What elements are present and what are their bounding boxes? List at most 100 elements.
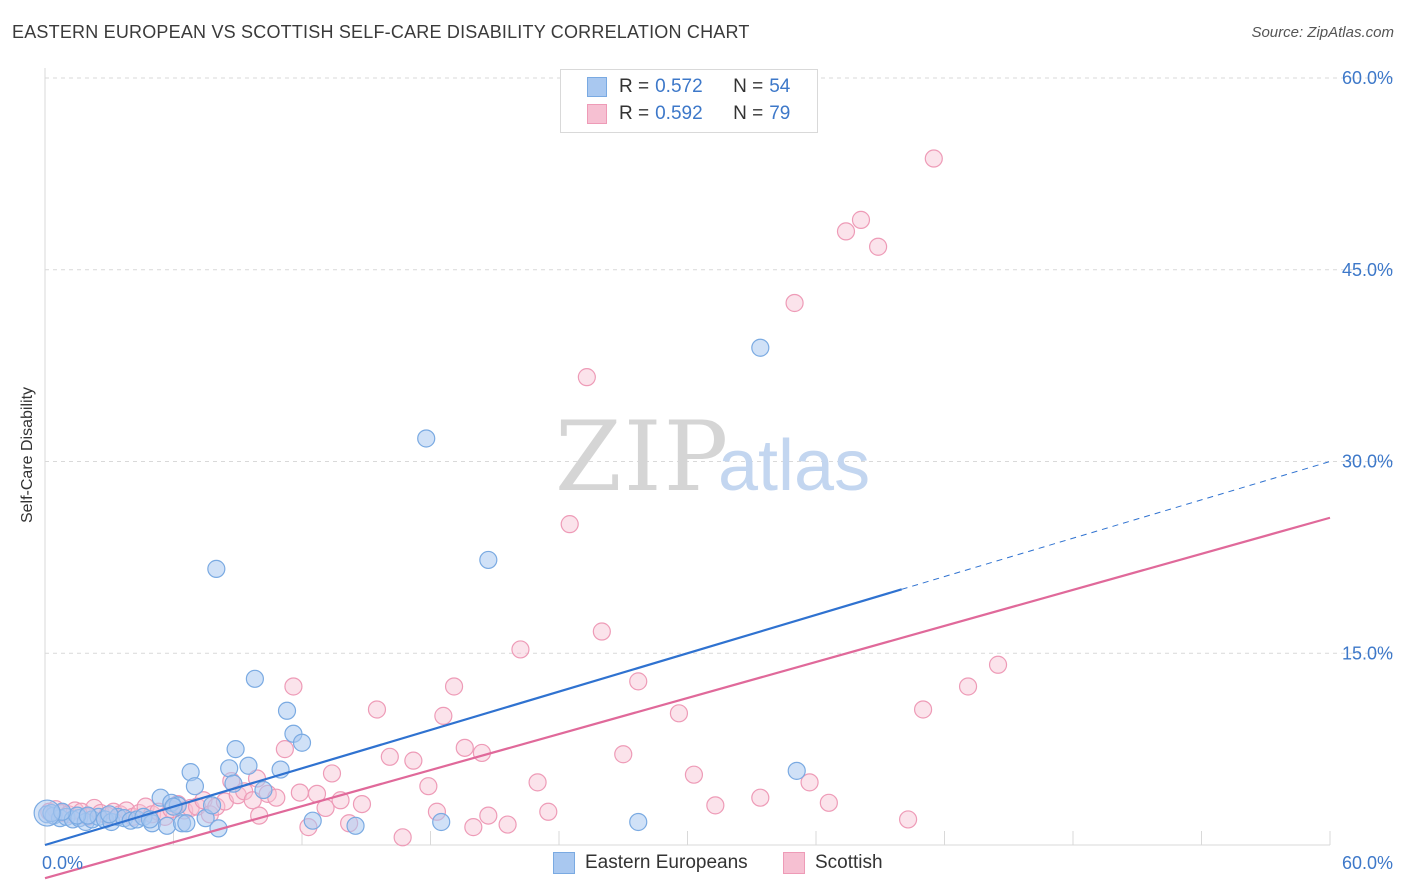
scottish-point [629,672,648,691]
scottish-point [958,677,978,696]
scottish-point [706,796,725,815]
scottish-point [352,794,372,814]
n-label: N = [733,103,764,124]
n-value: 54 [769,76,791,97]
eastern-european-point [346,816,365,835]
y-tick-label: 45.0% [1342,260,1393,280]
eastern-european-point [432,812,451,832]
legend-label: Eastern Europeans [585,852,748,873]
scottish-point [479,806,498,825]
eastern-european-point [277,701,297,720]
watermark-atlas: atlas [718,426,870,506]
scottish-point [464,818,483,837]
scottish-point [290,783,309,802]
scottish-point [404,751,423,770]
source-label: Source: ZipAtlas.com [1251,24,1394,41]
scottish-point [498,815,517,834]
scottish-point [419,777,438,796]
scottish-swatch [783,852,805,874]
scottish-point [444,677,464,696]
eastern-swatch [587,77,607,97]
y-tick-label: 15.0% [1342,643,1393,663]
scottish-point [577,368,596,387]
scottish-point [511,640,530,659]
watermark: ZIP atlas [555,401,870,513]
y-tick-label: 30.0% [1342,452,1393,472]
scottish-point [380,747,399,766]
scottish-point [434,706,453,725]
trend-lines [44,461,1331,880]
eastern-european-points [33,338,806,838]
legend-label: Scottish [815,852,883,873]
x-tick-labels: 0.0% 60.0% [42,853,1393,873]
legend-row-eastern: R = 0.572 N = 54 [587,75,790,99]
scottish-point [614,745,633,764]
legend-row-scottish: R = 0.592 N = 79 [587,102,790,126]
scottish-point [539,802,558,821]
eastern-european-point [292,733,312,752]
scottish-point [560,515,579,534]
y-tick-label: 60.0% [1342,68,1393,88]
eastern-trend-extension [901,461,1331,590]
eastern-european-point [220,759,239,778]
scottish-point [275,740,294,759]
scottish-point [785,293,804,313]
scottish-point [819,793,838,812]
eastern-european-point [100,805,119,824]
grid [45,77,1395,654]
scottish-point [924,149,943,168]
eastern-european-point [202,796,222,815]
eastern-european-point [417,429,436,448]
scottish-point [851,210,871,229]
scottish-point [800,773,819,792]
axes [44,68,1331,846]
y-tick-labels: 15.0% 30.0% 45.0% 60.0% [1342,68,1393,663]
eastern-european-point [185,777,205,796]
eastern-european-point [479,550,498,570]
legend-item-eastern-europeans[interactable]: Eastern Europeans [553,852,748,874]
eastern-european-point [254,780,273,800]
scottish-point [455,738,474,757]
eastern-european-point [177,814,196,833]
eastern-european-point [33,799,61,827]
scottish-point [751,788,770,807]
x-tick-label: 0.0% [42,853,83,873]
x-tick-label: 60.0% [1342,853,1393,873]
scottish-point [684,765,704,784]
eastern-swatch [553,852,575,874]
r-value: 0.592 [655,103,703,124]
eastern-european-point [629,812,648,832]
eastern-european-point [207,559,226,578]
eastern-european-point [226,740,245,759]
chart-title: EASTERN EUROPEAN VS SCOTTISH SELF-CARE D… [12,22,750,42]
eastern-european-point [239,756,258,775]
scottish-point [592,622,611,641]
scottish-point [836,222,856,241]
scottish-point [367,700,387,719]
legend-item-scottish[interactable]: Scottish [783,852,883,874]
eastern-european-point [157,816,177,835]
watermark-zip: ZIP [555,401,730,513]
scottish-point [528,773,547,792]
correlation-legend: R = 0.572 N = 54 R = 0.592 N = 79 [560,69,818,133]
n-value: 79 [769,103,791,124]
eastern-european-point [787,761,806,780]
scottish-point [898,810,918,829]
r-value: 0.572 [655,76,703,97]
scottish-point [322,764,342,783]
n-label: N = [733,76,764,97]
scottish-swatch [587,104,607,124]
r-label: R = [619,103,650,124]
scottish-point [393,828,412,847]
eastern-european-point [78,806,97,825]
scottish-point [869,237,888,256]
eastern-european-point [751,338,770,357]
scottish-point [913,700,933,719]
scottish-point [284,677,303,696]
scottish-point [988,655,1008,674]
r-label: R = [619,76,650,97]
eastern-european-point [303,811,322,830]
eastern-european-point [245,669,264,688]
scottish-trend-line [44,516,1331,880]
